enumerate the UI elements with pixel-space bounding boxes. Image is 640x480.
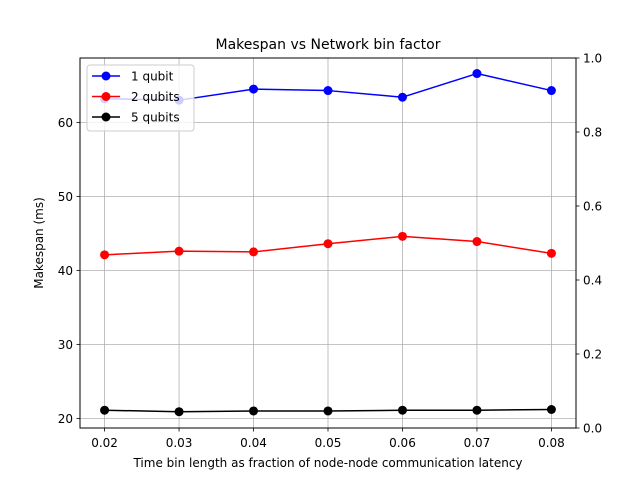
data-point [546,405,556,414]
data-point [472,237,482,247]
legend-marker [101,112,111,122]
legend-label: 2 qubits [131,90,180,104]
data-point [397,92,407,102]
chart-title: Makespan vs Network bin factor [215,37,440,53]
data-point [323,86,333,96]
x-axis-label: Time bin length as fraction of node-node… [132,456,522,470]
series-3 [100,405,556,417]
data-point [546,248,556,258]
y-tick-label: 30 [58,338,73,352]
legend-box [86,64,195,132]
legend: 1 qubit 2 qubits 5 qubits [86,64,195,132]
grid [80,58,576,428]
data-point [323,239,333,249]
axis-ticks: 0.02 0.03 0.04 0.05 0.06 0.07 0.08 20 30 40 50 60 0.… [58,52,602,451]
data-point [249,406,259,416]
x-tick-label: 0.06 [389,436,416,450]
data-point [397,405,407,415]
legend-entry: 2 qubits [92,90,180,104]
legend-label: 1 qubit [131,70,174,84]
data-point [249,84,259,94]
x-tick-label: 0.03 [166,436,193,450]
y2-tick-label: 0.8 [583,126,602,140]
data-point [249,247,259,257]
y-tick-label: 60 [58,116,73,130]
legend-marker [101,92,111,101]
x-tick-label: 0.08 [538,436,565,450]
y2-tick-label: 0.4 [583,274,602,288]
series-2 [100,231,556,260]
y-tick-label: 50 [58,190,73,204]
legend-entry: 5 qubits [92,111,180,125]
data-point [323,406,333,416]
data-point [397,231,407,241]
y-axis-label: Makespan (ms) [32,197,46,289]
y-tick-label: 40 [58,264,73,278]
y2-tick-label: 0.2 [583,348,602,362]
data-point [100,405,110,415]
data-point [100,250,110,260]
y2-tick-label: 0.6 [583,200,602,214]
legend-label: 5 qubits [131,111,180,125]
x-tick-label: 0.04 [240,436,267,450]
x-tick-label: 0.05 [315,436,342,450]
data-point [174,407,184,417]
y-tick-label: 20 [58,412,73,426]
series-layer [100,69,556,417]
x-tick-label: 0.07 [464,436,491,450]
data-point [472,69,482,79]
y2-tick-label: 1.0 [583,52,602,66]
y2-tick-label: 0.0 [583,422,602,436]
data-point [174,246,184,256]
legend-marker [101,71,111,81]
data-point [546,86,556,96]
x-tick-label: 0.02 [91,436,118,450]
data-point [472,405,482,415]
legend-entry: 1 qubit [92,70,174,84]
